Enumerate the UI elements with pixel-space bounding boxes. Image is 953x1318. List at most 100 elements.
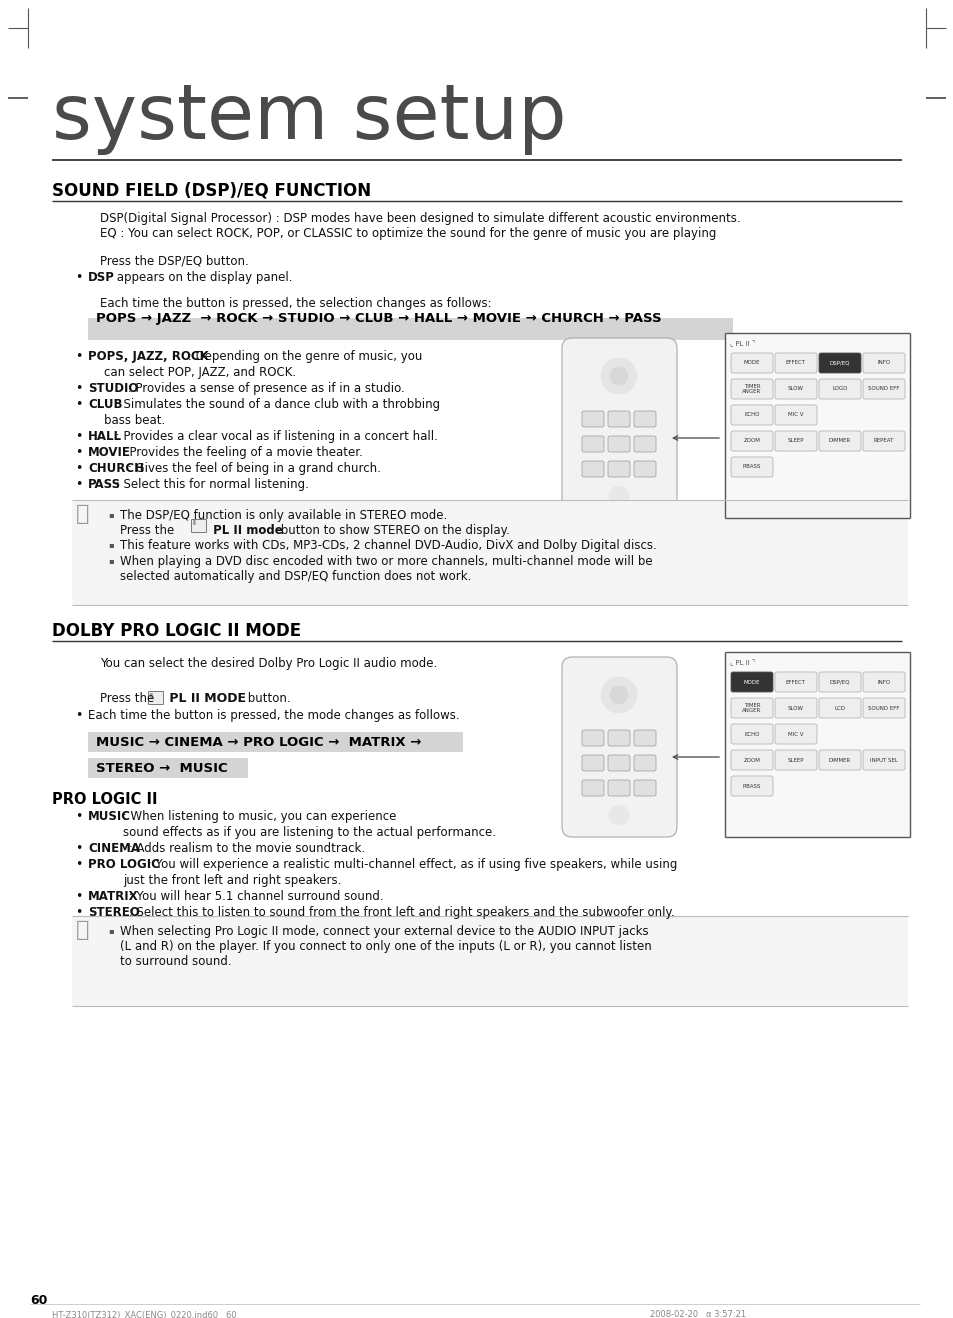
- Text: appears on the display panel.: appears on the display panel.: [112, 272, 293, 283]
- Text: : Select this to listen to sound from the front left and right speakers and the : : Select this to listen to sound from th…: [125, 905, 674, 919]
- Text: ⌞ PL II ⌝: ⌞ PL II ⌝: [729, 660, 755, 667]
- FancyBboxPatch shape: [730, 724, 772, 743]
- Text: When selecting Pro Logic II mode, connect your external device to the AUDIO INPU: When selecting Pro Logic II mode, connec…: [120, 925, 648, 938]
- FancyBboxPatch shape: [774, 724, 816, 743]
- Text: TIMER
ANGER: TIMER ANGER: [741, 384, 760, 394]
- Text: : Provides the feeling of a movie theater.: : Provides the feeling of a movie theate…: [118, 445, 362, 459]
- FancyBboxPatch shape: [774, 405, 816, 424]
- Text: SLOW: SLOW: [787, 705, 803, 710]
- FancyBboxPatch shape: [818, 750, 861, 770]
- Text: (L and R) on the player. If you connect to only one of the inputs (L or R), you : (L and R) on the player. If you connect …: [120, 940, 651, 953]
- Text: SOUND EFF: SOUND EFF: [867, 705, 899, 710]
- FancyBboxPatch shape: [634, 411, 656, 427]
- FancyBboxPatch shape: [581, 461, 603, 477]
- Text: Each time the button is pressed, the selection changes as follows:: Each time the button is pressed, the sel…: [100, 297, 491, 310]
- Circle shape: [609, 685, 627, 704]
- Text: DIMMER: DIMMER: [828, 758, 850, 763]
- Text: ▪: ▪: [108, 556, 113, 565]
- Text: ▪: ▪: [108, 927, 113, 934]
- Text: ▪: ▪: [108, 540, 113, 550]
- Text: ECHO: ECHO: [743, 731, 759, 737]
- Text: •: •: [75, 272, 82, 283]
- FancyBboxPatch shape: [862, 380, 904, 399]
- FancyBboxPatch shape: [818, 431, 861, 451]
- FancyBboxPatch shape: [607, 461, 629, 477]
- FancyBboxPatch shape: [561, 337, 677, 518]
- Text: PASS: PASS: [88, 478, 121, 492]
- FancyBboxPatch shape: [730, 405, 772, 424]
- Bar: [88, 758, 248, 778]
- FancyBboxPatch shape: [607, 436, 629, 452]
- Text: CINEMA: CINEMA: [88, 842, 140, 855]
- Text: Press the: Press the: [100, 692, 158, 705]
- FancyBboxPatch shape: [730, 353, 772, 373]
- Bar: [724, 333, 909, 518]
- Text: LCD: LCD: [834, 705, 844, 710]
- Text: ZOOM: ZOOM: [742, 758, 760, 763]
- FancyBboxPatch shape: [634, 461, 656, 477]
- Text: DOLBY PRO LOGIC II MODE: DOLBY PRO LOGIC II MODE: [52, 622, 301, 641]
- Text: REPEAT: REPEAT: [873, 439, 893, 443]
- FancyBboxPatch shape: [862, 750, 904, 770]
- Text: 60: 60: [30, 1294, 48, 1307]
- FancyBboxPatch shape: [634, 755, 656, 771]
- Text: CHURCH: CHURCH: [88, 463, 144, 474]
- Text: DSP: DSP: [88, 272, 114, 283]
- Text: ⌞ PL II ⌝: ⌞ PL II ⌝: [729, 341, 755, 348]
- Text: MODE: MODE: [743, 361, 760, 365]
- Bar: [71, 500, 907, 605]
- FancyBboxPatch shape: [862, 672, 904, 692]
- FancyBboxPatch shape: [818, 672, 861, 692]
- Text: MODE: MODE: [743, 680, 760, 684]
- Circle shape: [608, 805, 628, 825]
- Text: PRO LOGIC II: PRO LOGIC II: [52, 792, 157, 807]
- Text: ⓘ: ⓘ: [76, 503, 90, 525]
- Text: : Simulates the sound of a dance club with a throbbing: : Simulates the sound of a dance club wi…: [112, 398, 439, 411]
- Text: This feature works with CDs, MP3-CDs, 2 channel DVD-Audio, DivX and Dolby Digita: This feature works with CDs, MP3-CDs, 2 …: [120, 539, 656, 552]
- FancyBboxPatch shape: [862, 699, 904, 718]
- FancyBboxPatch shape: [730, 750, 772, 770]
- Text: DIMMER: DIMMER: [828, 439, 850, 443]
- FancyBboxPatch shape: [730, 699, 772, 718]
- Text: just the front left and right speakers.: just the front left and right speakers.: [123, 874, 341, 887]
- FancyBboxPatch shape: [730, 380, 772, 399]
- Text: MATRIX: MATRIX: [88, 890, 138, 903]
- FancyBboxPatch shape: [774, 672, 816, 692]
- Text: : Provides a clear vocal as if listening in a concert hall.: : Provides a clear vocal as if listening…: [112, 430, 437, 443]
- Text: : Gives the feel of being in a grand church.: : Gives the feel of being in a grand chu…: [124, 463, 380, 474]
- Text: ⓘ: ⓘ: [76, 920, 90, 940]
- Text: PL II MODE: PL II MODE: [165, 692, 246, 705]
- FancyBboxPatch shape: [634, 780, 656, 796]
- Text: TIMER
ANGER: TIMER ANGER: [741, 702, 760, 713]
- Text: You can select the desired Dolby Pro Logic II audio mode.: You can select the desired Dolby Pro Log…: [100, 656, 436, 670]
- FancyBboxPatch shape: [607, 411, 629, 427]
- FancyBboxPatch shape: [561, 656, 677, 837]
- Bar: [71, 916, 907, 1006]
- Circle shape: [609, 366, 627, 385]
- FancyBboxPatch shape: [581, 411, 603, 427]
- Text: LOGO: LOGO: [831, 386, 847, 391]
- FancyBboxPatch shape: [581, 780, 603, 796]
- Text: HALL: HALL: [88, 430, 122, 443]
- FancyBboxPatch shape: [774, 431, 816, 451]
- Text: EFFECT: EFFECT: [785, 361, 805, 365]
- FancyBboxPatch shape: [774, 699, 816, 718]
- Text: The DSP/EQ function is only available in STEREO mode.: The DSP/EQ function is only available in…: [120, 509, 447, 522]
- Text: Press the DSP/EQ button.: Press the DSP/EQ button.: [100, 254, 249, 268]
- FancyBboxPatch shape: [634, 730, 656, 746]
- Text: PL II mode: PL II mode: [209, 525, 282, 536]
- Text: MOVIE: MOVIE: [88, 445, 131, 459]
- Text: : When listening to music, you can experience: : When listening to music, you can exper…: [119, 811, 395, 822]
- Text: SOUND FIELD (DSP)/EQ FUNCTION: SOUND FIELD (DSP)/EQ FUNCTION: [52, 182, 371, 200]
- Text: POPS, JAZZ, ROCK: POPS, JAZZ, ROCK: [88, 351, 209, 362]
- Bar: [191, 519, 206, 532]
- Text: POPS → JAZZ  → ROCK → STUDIO → CLUB → HALL → MOVIE → CHURCH → PASS: POPS → JAZZ → ROCK → STUDIO → CLUB → HAL…: [96, 312, 661, 326]
- FancyBboxPatch shape: [730, 776, 772, 796]
- FancyBboxPatch shape: [774, 353, 816, 373]
- Text: •: •: [75, 842, 82, 855]
- Text: •: •: [75, 709, 82, 722]
- FancyBboxPatch shape: [774, 380, 816, 399]
- FancyBboxPatch shape: [730, 431, 772, 451]
- Bar: [148, 691, 163, 704]
- Text: can select POP, JAZZ, and ROCK.: can select POP, JAZZ, and ROCK.: [104, 366, 295, 380]
